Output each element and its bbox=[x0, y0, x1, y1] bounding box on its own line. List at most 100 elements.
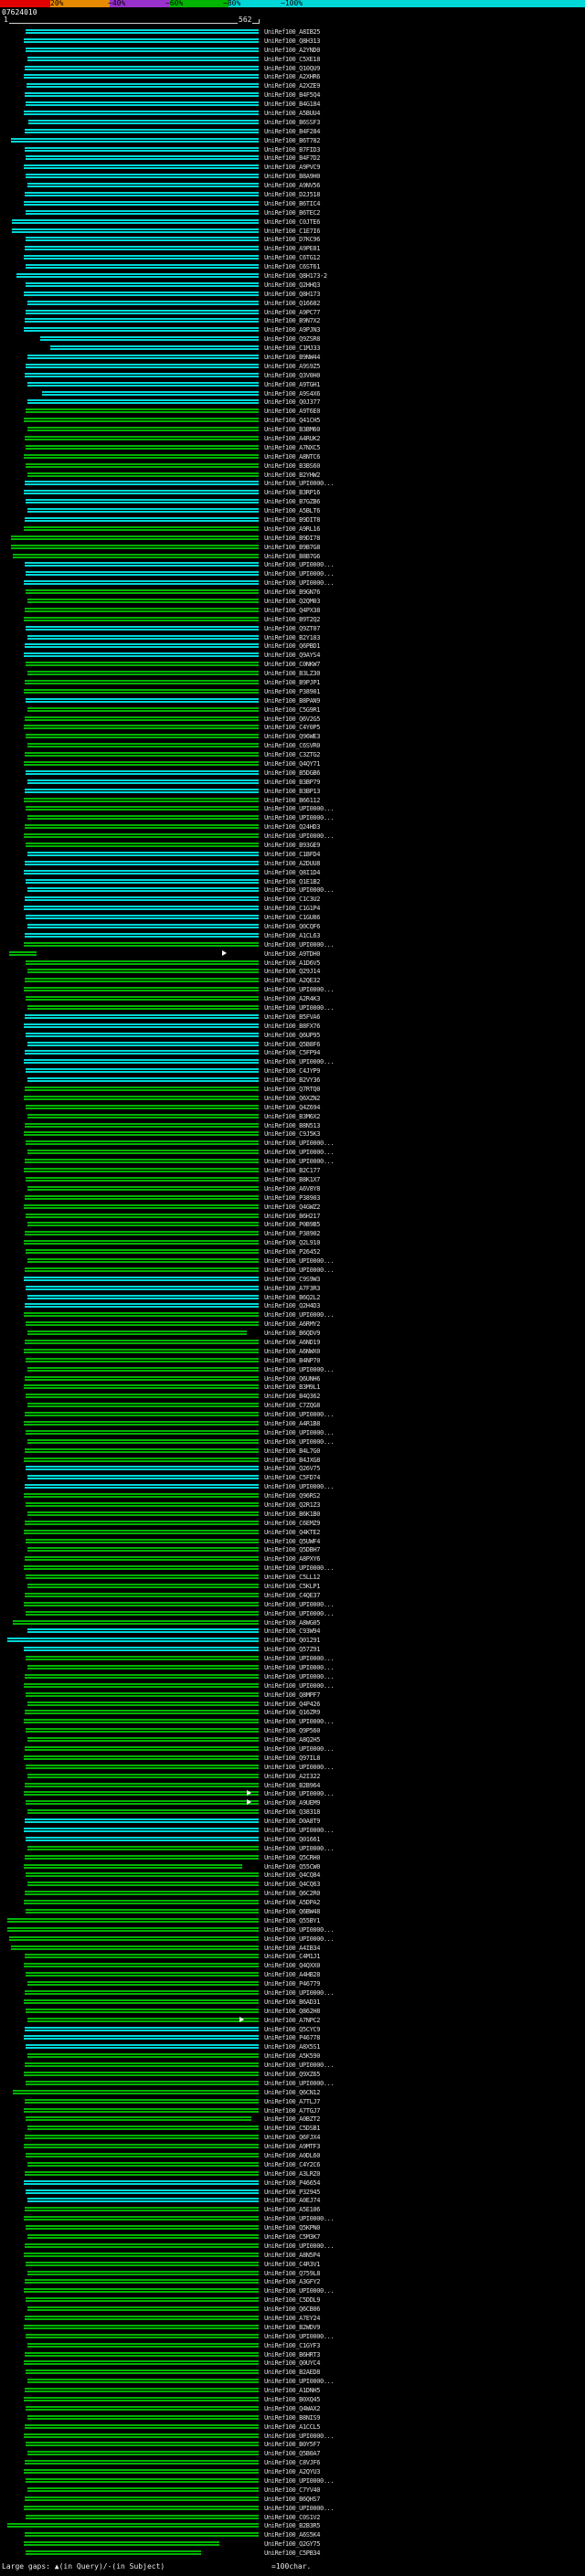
hit-label[interactable]: UniRef100_C5M3K7 bbox=[264, 2232, 321, 2241]
alignment-bar[interactable] bbox=[24, 2107, 259, 2113]
hit-label[interactable]: UniRef100_B2AED8 bbox=[264, 2369, 321, 2377]
hit-label[interactable]: UniRef100_B3BP79 bbox=[264, 778, 321, 786]
alignment-bar[interactable] bbox=[27, 1330, 247, 1336]
alignment-bar[interactable] bbox=[26, 237, 259, 242]
hit-label[interactable]: UniRef100_UPI0000... bbox=[264, 561, 335, 569]
alignment-bar[interactable] bbox=[24, 1682, 259, 1688]
alignment-bar[interactable] bbox=[27, 1366, 259, 1372]
hit-label[interactable]: UniRef100_Q6BW48 bbox=[264, 1907, 321, 1915]
alignment-bar[interactable] bbox=[26, 444, 259, 450]
alignment-bar[interactable] bbox=[24, 1276, 259, 1281]
hit-label[interactable]: UniRef100_UPI0000... bbox=[264, 1437, 335, 1446]
hit-label[interactable]: UniRef100_B9T2Q2 bbox=[264, 615, 321, 623]
alignment-bar[interactable] bbox=[25, 1854, 259, 1860]
hit-label[interactable]: UniRef100_B6K1B0 bbox=[264, 1510, 321, 1518]
hit-label[interactable]: UniRef100_C8VJF6 bbox=[264, 2459, 321, 2467]
alignment-bar[interactable] bbox=[27, 1257, 259, 1263]
alignment-bar[interactable] bbox=[24, 1565, 259, 1571]
hit-label[interactable]: UniRef100_UPI0000... bbox=[264, 1744, 335, 1753]
alignment-bar[interactable] bbox=[26, 1908, 259, 1913]
alignment-bar[interactable] bbox=[24, 453, 259, 459]
alignment-bar[interactable] bbox=[27, 1113, 259, 1118]
hit-label[interactable]: UniRef100_UPI0000... bbox=[264, 2378, 335, 2386]
alignment-bar[interactable] bbox=[26, 2333, 259, 2338]
hit-label[interactable]: UniRef100_C5XE18 bbox=[264, 55, 321, 63]
hit-label[interactable]: UniRef100_UPI0000... bbox=[264, 579, 335, 588]
hit-label[interactable]: UniRef100_UPI0000... bbox=[264, 2504, 335, 2512]
hit-label[interactable]: UniRef100_A9TDH0 bbox=[264, 949, 321, 958]
alignment-bar[interactable] bbox=[27, 1185, 259, 1191]
alignment-bar[interactable] bbox=[24, 2071, 259, 2076]
alignment-bar[interactable] bbox=[25, 1954, 259, 1959]
alignment-bar[interactable] bbox=[7, 1638, 259, 1643]
hit-label[interactable]: UniRef100_A0DL60 bbox=[264, 2151, 321, 2159]
hit-label[interactable]: UniRef100_A7NPC2 bbox=[264, 2016, 321, 2024]
alignment-bar[interactable] bbox=[27, 2414, 259, 2420]
hit-label[interactable]: UniRef100_B9N7X2 bbox=[264, 317, 321, 325]
alignment-bar[interactable] bbox=[25, 1087, 259, 1092]
alignment-bar[interactable] bbox=[25, 716, 259, 721]
hit-label[interactable]: UniRef100_UPI0000... bbox=[264, 480, 335, 488]
alignment-bar[interactable] bbox=[27, 83, 259, 89]
hit-label[interactable]: UniRef100_A2YND0 bbox=[264, 46, 321, 54]
hit-label[interactable]: UniRef100_Q9ZSR8 bbox=[264, 335, 321, 344]
alignment-bar[interactable] bbox=[26, 462, 259, 468]
hit-label[interactable]: UniRef100_Q4PX38 bbox=[264, 606, 321, 614]
alignment-bar[interactable] bbox=[25, 978, 259, 983]
hit-label[interactable]: UniRef100_A9NV56 bbox=[264, 182, 321, 190]
hit-label[interactable]: UniRef100_Q9XZ65 bbox=[264, 2070, 321, 2078]
alignment-bar[interactable] bbox=[25, 65, 259, 70]
alignment-bar[interactable] bbox=[50, 345, 259, 351]
alignment-bar[interactable] bbox=[26, 625, 259, 631]
hit-label[interactable]: UniRef100_B6QDV9 bbox=[264, 1330, 321, 1338]
alignment-bar[interactable] bbox=[26, 499, 259, 504]
hit-label[interactable]: UniRef100_UPI0000... bbox=[264, 1266, 335, 1274]
hit-label[interactable]: UniRef100_B4Q362 bbox=[264, 1393, 321, 1401]
alignment-bar[interactable] bbox=[24, 37, 259, 43]
alignment-bar[interactable] bbox=[25, 1989, 259, 1995]
alignment-bar[interactable] bbox=[24, 418, 259, 423]
alignment-bar[interactable] bbox=[24, 1647, 259, 1652]
alignment-bar[interactable] bbox=[26, 1574, 259, 1580]
hit-label[interactable]: UniRef100_A4RUK2 bbox=[264, 435, 321, 443]
hit-label[interactable]: UniRef100_B6H217 bbox=[264, 1212, 321, 1220]
alignment-bar[interactable] bbox=[24, 987, 259, 992]
hit-label[interactable]: UniRef100_A5BLT6 bbox=[264, 507, 321, 515]
hit-label[interactable]: UniRef100_A8N5P4 bbox=[264, 2251, 321, 2259]
alignment-bar[interactable] bbox=[27, 2342, 259, 2348]
alignment-bar[interactable] bbox=[11, 1945, 259, 1950]
alignment-bar[interactable] bbox=[26, 1538, 259, 1543]
hit-label[interactable]: UniRef100_B2B964 bbox=[264, 1781, 321, 1789]
hit-label[interactable]: UniRef100_A5E106 bbox=[264, 2206, 321, 2214]
hit-label[interactable]: UniRef100_UPI0000... bbox=[264, 1140, 335, 1148]
alignment-bar[interactable] bbox=[27, 1882, 259, 1887]
hit-label[interactable]: UniRef100_A8PXY6 bbox=[264, 1555, 321, 1564]
alignment-bar[interactable] bbox=[26, 769, 259, 775]
hit-label[interactable]: UniRef100_UPI0000... bbox=[264, 1149, 335, 1157]
hit-label[interactable]: UniRef100_P46778 bbox=[264, 2034, 321, 2042]
hit-label[interactable]: UniRef100_A9RL16 bbox=[264, 525, 321, 533]
alignment-bar[interactable] bbox=[26, 264, 259, 270]
hit-label[interactable]: UniRef100_A9S4X6 bbox=[264, 389, 321, 398]
hit-label[interactable]: UniRef100_UPI0000... bbox=[264, 2215, 335, 2223]
hit-label[interactable]: UniRef100_A9PVC9 bbox=[264, 164, 321, 172]
alignment-bar[interactable] bbox=[12, 228, 259, 233]
hit-label[interactable]: UniRef100_A4R1B8 bbox=[264, 1419, 321, 1427]
alignment-bar[interactable] bbox=[27, 1005, 259, 1011]
alignment-bar[interactable] bbox=[26, 2405, 259, 2411]
hit-label[interactable]: UniRef100_A4HB28 bbox=[264, 1971, 321, 1979]
alignment-bar[interactable] bbox=[27, 1294, 259, 1299]
hit-label[interactable]: UniRef100_Q10QU9 bbox=[264, 64, 321, 72]
alignment-bar[interactable] bbox=[26, 2550, 201, 2556]
alignment-bar[interactable] bbox=[26, 915, 259, 920]
hit-label[interactable]: UniRef100_UPI0000... bbox=[264, 1483, 335, 1491]
alignment-bar[interactable] bbox=[26, 209, 259, 215]
hit-label[interactable]: UniRef100_B2YHW2 bbox=[264, 471, 321, 479]
alignment-bar[interactable] bbox=[25, 1745, 259, 1751]
alignment-bar[interactable] bbox=[25, 2242, 259, 2248]
alignment-bar[interactable] bbox=[27, 1077, 259, 1083]
hit-label[interactable]: UniRef100_UPI0000... bbox=[264, 986, 335, 994]
hit-label[interactable]: UniRef100_B3LZ30 bbox=[264, 670, 321, 678]
alignment-bar[interactable] bbox=[26, 1285, 259, 1290]
alignment-bar[interactable] bbox=[25, 1303, 259, 1309]
